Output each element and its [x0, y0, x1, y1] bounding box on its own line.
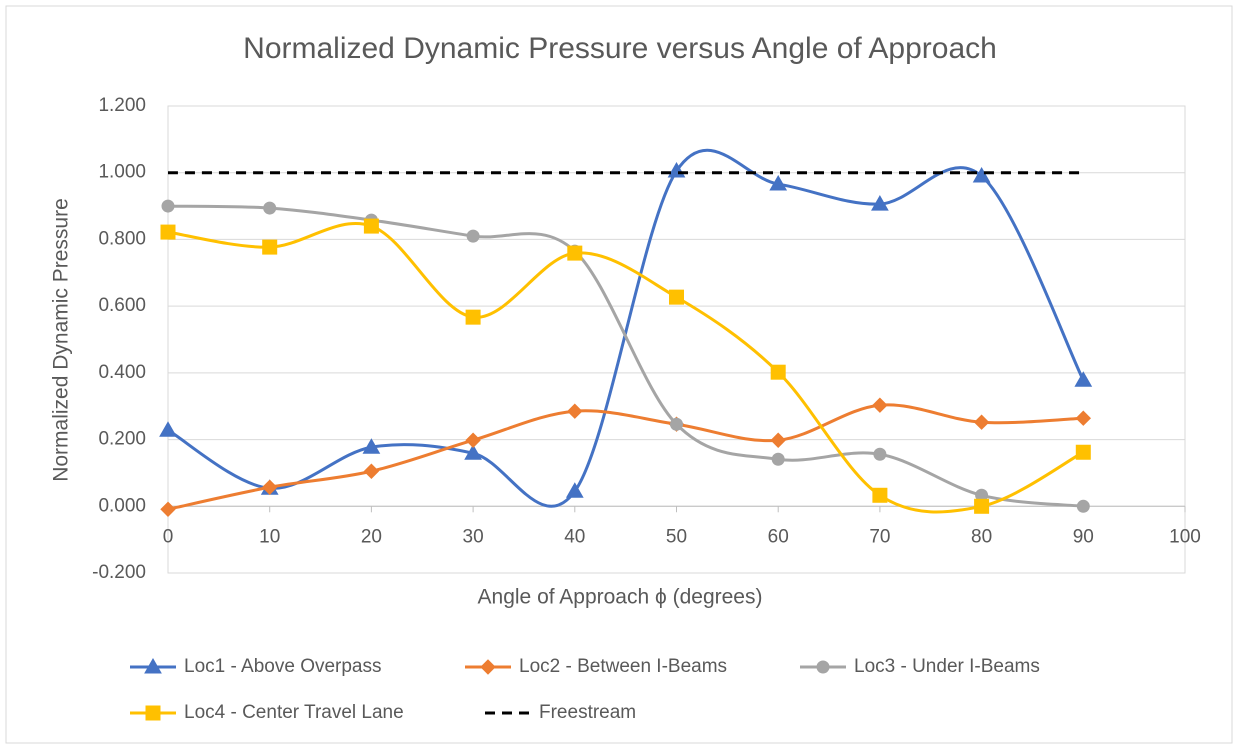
y-tick-label: 1.200: [98, 95, 146, 116]
marker: [770, 364, 786, 380]
marker: [263, 201, 277, 215]
series-line: [167, 222, 1085, 514]
y-tick-label: 0.000: [98, 495, 146, 516]
marker: [872, 397, 888, 413]
x-tick-label: 30: [463, 526, 484, 547]
chart-border: [5, 5, 1233, 744]
y-tick-label: 0.400: [98, 362, 146, 383]
marker: [465, 309, 481, 325]
marker: [816, 660, 830, 674]
marker: [769, 175, 788, 191]
legend-label: Loc1 - Above Overpass: [184, 656, 382, 677]
x-tick-label: 20: [361, 526, 382, 547]
marker: [873, 447, 887, 461]
series-line: [167, 204, 1084, 508]
y-tick-label: 0.600: [98, 295, 146, 316]
marker: [261, 479, 278, 495]
marker: [465, 432, 481, 448]
marker: [565, 482, 584, 498]
marker: [363, 218, 379, 234]
marker: [871, 195, 889, 211]
marker: [669, 289, 684, 305]
marker: [567, 403, 583, 419]
x-tick-label: 70: [869, 526, 890, 547]
y-tick-label: -0.200: [92, 562, 146, 583]
x-tick-label: 100: [1169, 526, 1201, 547]
x-tick-label: 90: [1073, 526, 1094, 547]
marker: [145, 705, 161, 721]
marker: [972, 167, 991, 183]
marker: [1075, 410, 1092, 426]
marker: [770, 432, 786, 448]
marker: [973, 414, 990, 430]
x-tick-label: 40: [564, 526, 585, 547]
marker: [362, 438, 381, 454]
marker: [872, 487, 888, 503]
y-tick-label: 0.200: [98, 429, 146, 450]
legend-label: Loc4 - Center Travel Lane: [184, 702, 404, 723]
marker: [670, 417, 683, 431]
marker: [466, 229, 480, 243]
y-tick-label: 0.800: [98, 228, 146, 249]
x-tick-label: 60: [768, 526, 789, 547]
legend-label: Freestream: [539, 702, 636, 723]
series-line: [167, 148, 1085, 508]
x-tick-label: 10: [259, 526, 280, 547]
marker: [159, 421, 177, 437]
marker: [464, 444, 482, 460]
marker: [363, 463, 380, 479]
x-axis-label: Angle of Approach ϕ (degrees): [478, 586, 763, 609]
marker: [1076, 499, 1090, 513]
marker: [1075, 444, 1091, 460]
x-tick-label: 80: [971, 526, 992, 547]
marker: [480, 659, 496, 675]
marker: [144, 657, 162, 674]
marker: [262, 239, 278, 255]
legend-label: Loc3 - Under I-Beams: [854, 656, 1040, 677]
marker: [161, 199, 175, 213]
marker: [160, 501, 176, 517]
marker: [771, 452, 785, 466]
marker: [567, 245, 583, 261]
y-axis-label: Normalized Dynamic Pressure: [50, 198, 73, 482]
x-tick-label: 50: [666, 526, 687, 547]
marker: [1074, 371, 1093, 387]
x-tick-label: 0: [163, 526, 174, 547]
y-tick-label: 1.000: [98, 162, 146, 183]
legend-label: Loc2 - Between I-Beams: [519, 656, 727, 677]
series-line: [167, 403, 1084, 511]
chart-title: Normalized Dynamic Pressure versus Angle…: [243, 32, 997, 65]
marker: [974, 498, 990, 514]
marker: [160, 224, 176, 240]
